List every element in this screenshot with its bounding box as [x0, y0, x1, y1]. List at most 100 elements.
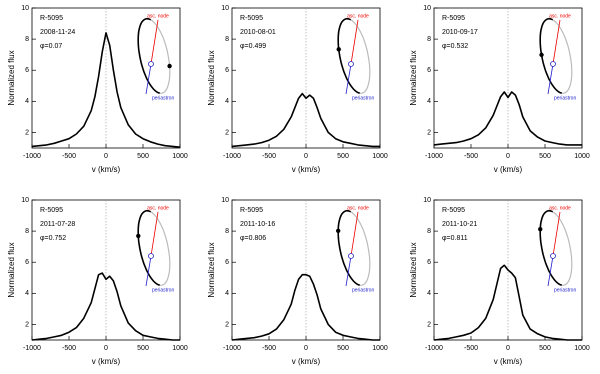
x-tick-label: -500	[62, 153, 76, 160]
x-tick-label: 500	[337, 153, 349, 160]
panel: -1000 -500 0 500 1000 2 4 6 8 10 v (km/s) Normalize…	[409, 197, 590, 366]
panel-phase: φ=0.499	[240, 43, 266, 50]
y-tick-label: 8	[427, 36, 431, 43]
x-tick-label: -1000	[223, 345, 241, 352]
x-tick-label: -1000	[23, 345, 41, 352]
periastron-label: periastron	[554, 287, 576, 293]
periastron-line	[345, 63, 352, 95]
x-tick-label: -1000	[425, 345, 443, 352]
x-axis-label: v (km/s)	[494, 357, 523, 366]
orbit	[539, 18, 573, 94]
panel-date: 2008-11-24	[40, 29, 75, 36]
x-axis-label: v (km/s)	[494, 165, 523, 174]
x-tick-label: 1000	[372, 153, 388, 160]
panel-title: R-5095	[442, 15, 465, 22]
node-label: asc. node	[347, 13, 369, 19]
panel-phase: φ=0.806	[240, 235, 266, 242]
periastron-line	[547, 255, 554, 287]
panel: -1000 -500 0 500 1000 2 4 6 8 10 v (km/s) Normalize…	[207, 197, 388, 366]
panel-title: R-5095	[40, 207, 63, 214]
x-tick-label: 500	[137, 345, 149, 352]
y-tick-label: 4	[225, 98, 229, 105]
y-tick-label: 4	[225, 290, 229, 297]
focus	[348, 61, 354, 67]
panel-phase: φ=0.532	[442, 43, 468, 50]
y-tick-label: 6	[25, 259, 29, 266]
x-axis-label: v (km/s)	[292, 357, 321, 366]
x-tick-label: 1000	[172, 345, 188, 352]
y-axis-label: Normalized flux	[207, 242, 216, 297]
focus	[348, 253, 354, 259]
orbit-position	[336, 47, 341, 52]
orbit-arc	[539, 209, 562, 286]
y-tick-label: 10	[221, 197, 229, 204]
profile-line	[31, 272, 180, 341]
periastron-line	[547, 63, 554, 95]
y-tick-label: 10	[221, 5, 229, 12]
orbit	[539, 210, 573, 286]
orbit	[337, 210, 371, 286]
panel-phase: φ=0.752	[40, 235, 66, 242]
y-tick-label: 2	[427, 129, 431, 136]
panel-title: R-5095	[240, 15, 263, 22]
panel-date: 2011-10-16	[240, 221, 275, 228]
y-tick-label: 6	[225, 67, 229, 74]
y-tick-label: 10	[423, 5, 431, 12]
y-tick-label: 2	[25, 129, 29, 136]
orbit-position	[538, 226, 543, 232]
node-line	[350, 19, 359, 65]
periastron-line	[145, 63, 152, 95]
focus	[550, 61, 556, 67]
x-tick-label: 1000	[372, 345, 388, 352]
periastron-label: periastron	[152, 95, 174, 101]
x-axis-label: v (km/s)	[92, 165, 121, 174]
x-tick-label: -500	[262, 345, 276, 352]
y-tick-label: 6	[427, 67, 431, 74]
x-tick-label: 500	[137, 153, 149, 160]
periastron-label: periastron	[352, 95, 374, 101]
y-tick-label: 2	[225, 129, 229, 136]
y-tick-label: 8	[25, 228, 29, 235]
orbit-arc	[539, 17, 562, 94]
y-axis-label: Normalized flux	[409, 242, 418, 297]
x-tick-label: -500	[464, 345, 478, 352]
y-tick-label: 2	[225, 321, 229, 328]
panel-date: 2010-08-01	[240, 29, 276, 36]
x-axis-label: v (km/s)	[292, 165, 321, 174]
x-tick-label: -500	[262, 153, 276, 160]
orbit-arc	[337, 209, 360, 286]
y-tick-label: 6	[427, 259, 431, 266]
periastron-label: periastron	[554, 95, 576, 101]
x-tick-label: -500	[62, 345, 76, 352]
focus	[550, 253, 556, 259]
x-tick-label: -1000	[23, 153, 41, 160]
y-tick-label: 4	[427, 98, 431, 105]
profile-line	[231, 273, 380, 341]
node-line	[350, 211, 359, 257]
orbit-position	[539, 52, 544, 58]
orbit-position	[136, 233, 141, 239]
profile-line	[231, 92, 380, 148]
node-label: asc. node	[147, 13, 169, 19]
y-tick-label: 8	[225, 36, 229, 43]
y-tick-label: 8	[225, 228, 229, 235]
panel-date: 2010-09-17	[442, 29, 478, 36]
y-tick-label: 4	[25, 290, 29, 297]
periastron-line	[345, 255, 352, 287]
x-tick-label: -1000	[223, 153, 241, 160]
y-axis-label: Normalized flux	[409, 50, 418, 105]
panel-date: 2011-07-28	[40, 221, 75, 228]
panel: -1000 -500 0 500 1000 2 4 6 8 10 v (km/s) Normalize…	[207, 5, 388, 174]
orbit-position	[336, 228, 341, 233]
periastron-label: periastron	[152, 287, 174, 293]
node-label: asc. node	[549, 13, 571, 19]
focus	[148, 253, 154, 259]
y-tick-label: 8	[427, 228, 431, 235]
panel-phase: φ=0.811	[442, 235, 468, 242]
x-tick-label: 0	[506, 345, 510, 352]
x-tick-label: 500	[539, 153, 551, 160]
x-tick-label: 1000	[574, 153, 590, 160]
panel-title: R-5095	[40, 15, 63, 22]
x-tick-label: 0	[304, 153, 308, 160]
panel-title: R-5095	[442, 207, 465, 214]
